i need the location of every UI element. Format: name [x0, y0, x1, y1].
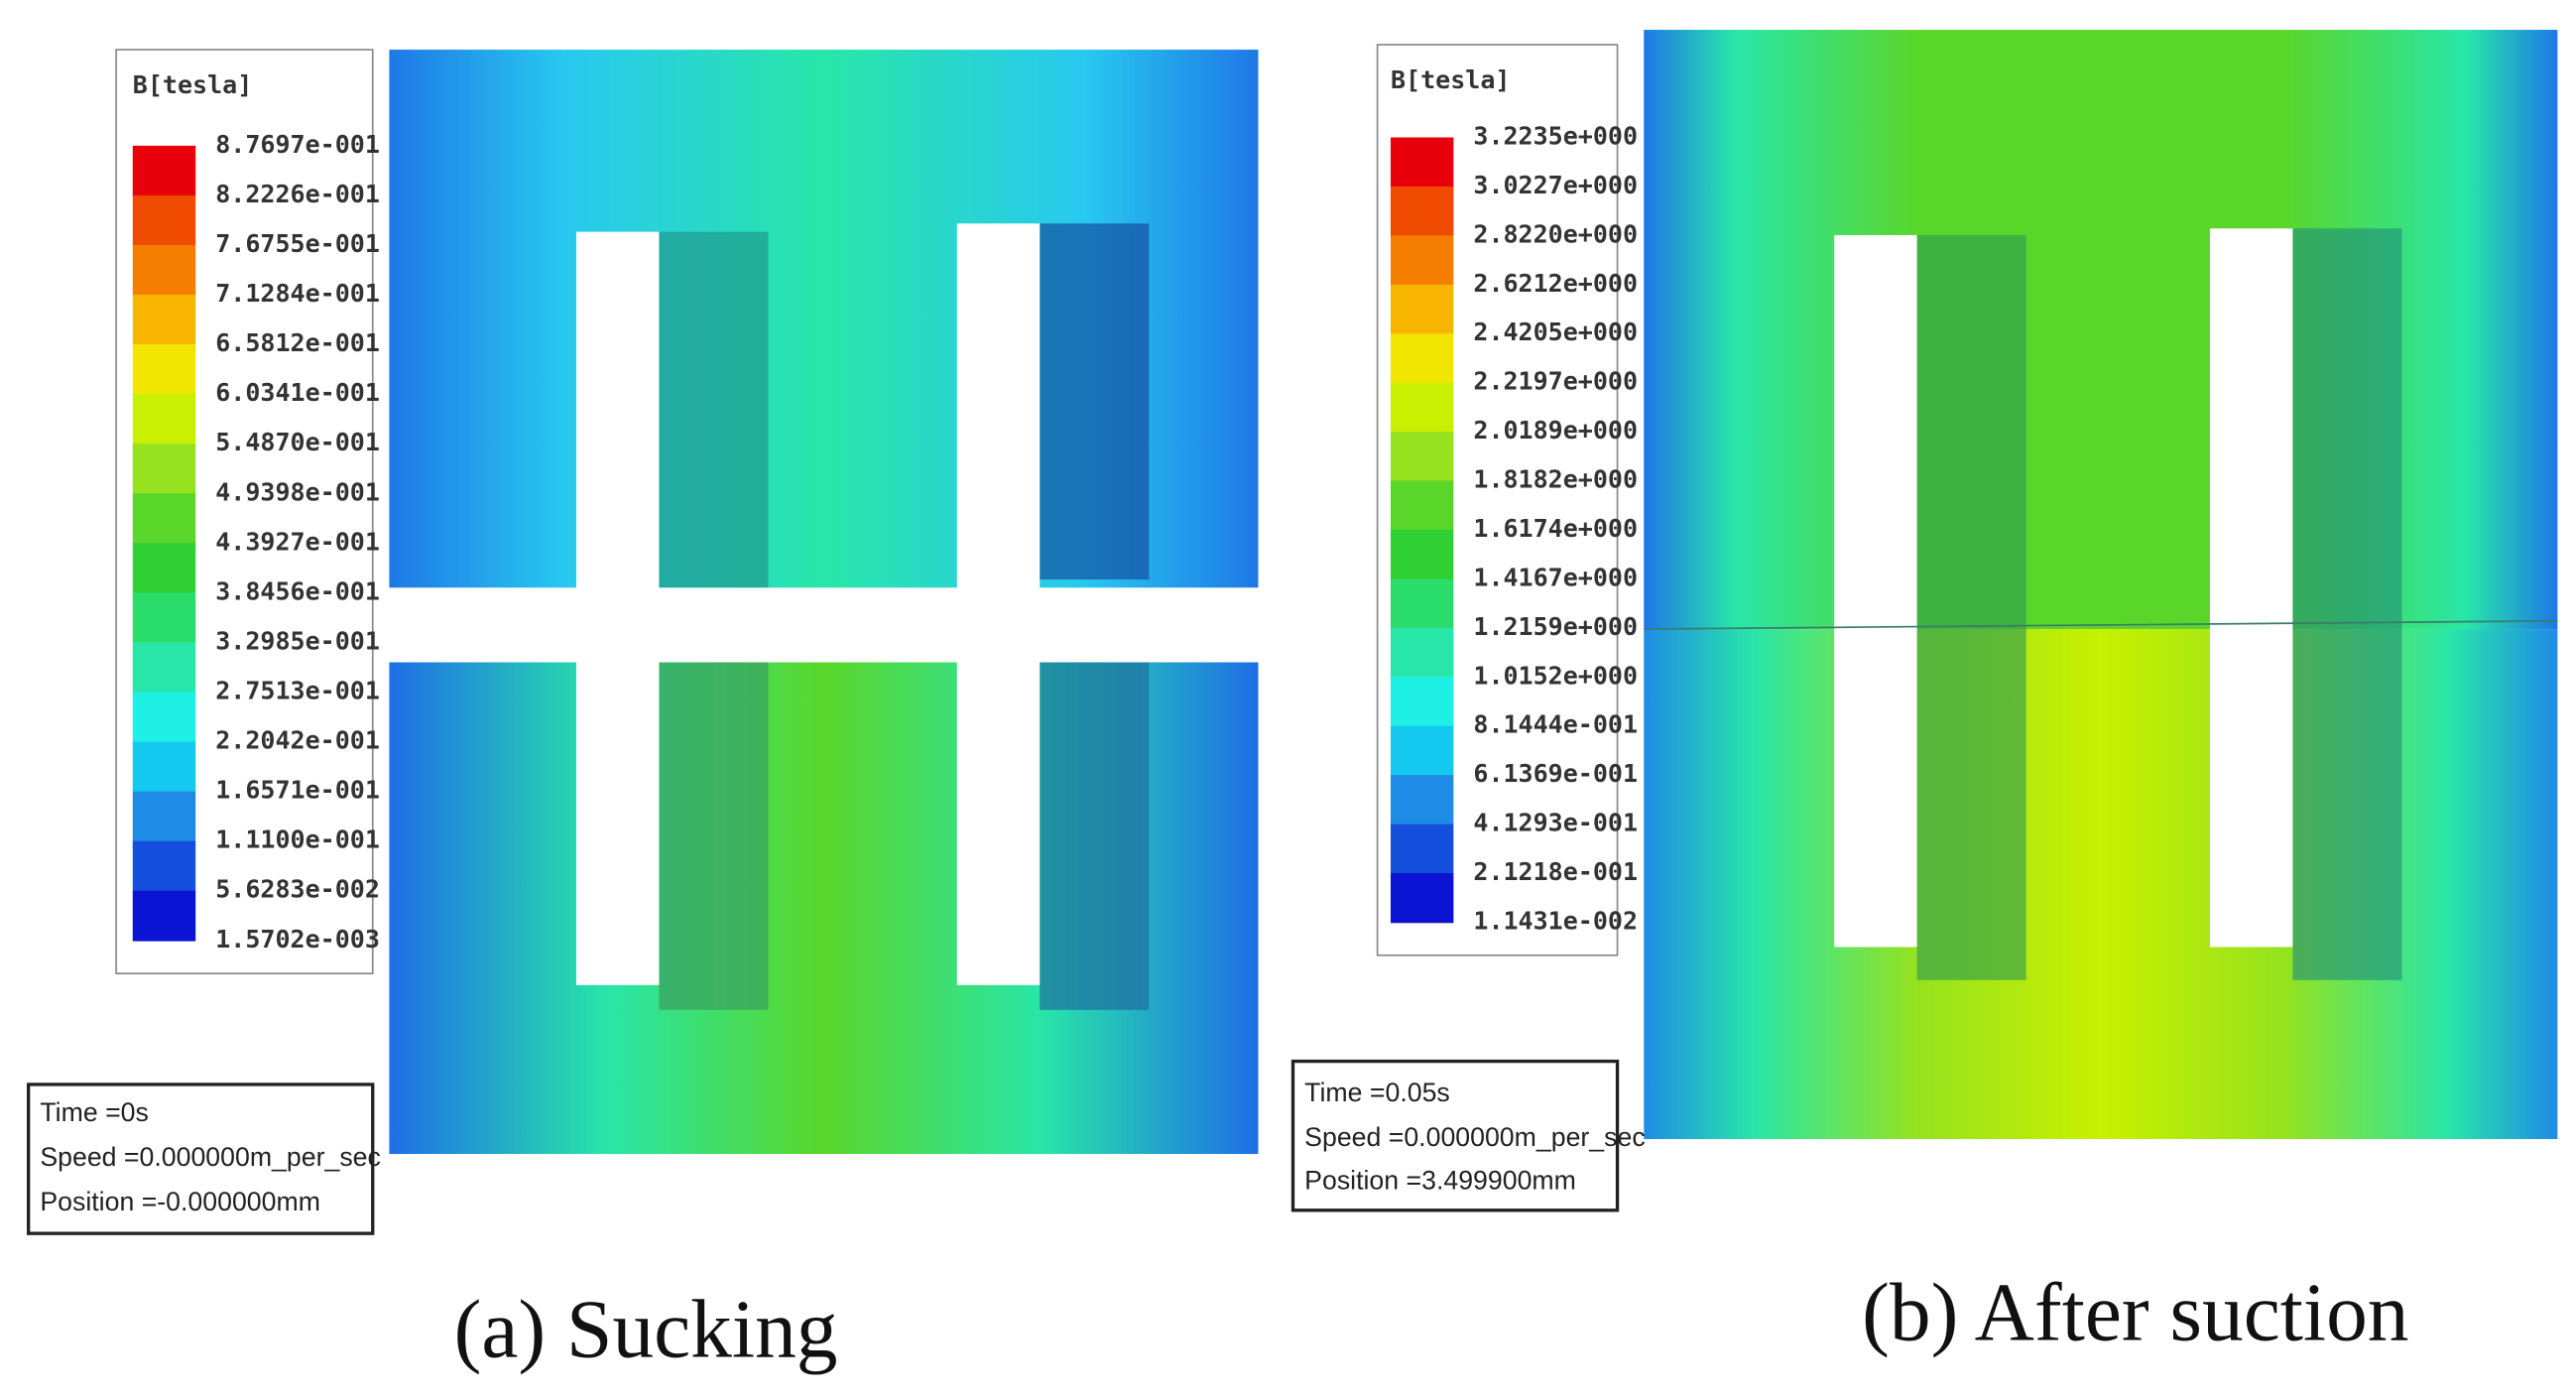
legend-label: 4.3927e-001 [215, 527, 380, 556]
legend-swatch [132, 145, 196, 196]
legend-swatch [1390, 627, 1454, 679]
legend-label: 3.0227e+000 [1473, 171, 1638, 199]
legend-swatch [132, 791, 196, 842]
legend-label: 1.4167e+000 [1473, 563, 1638, 591]
legend-swatch [1390, 725, 1454, 776]
legend-swatch [132, 592, 196, 644]
legend-label: 1.2159e+000 [1473, 612, 1638, 641]
legend-label: 1.8182e+000 [1473, 465, 1638, 494]
legend-label: 2.1218e-001 [1473, 857, 1638, 886]
legend-label: 2.0189e+000 [1473, 416, 1638, 445]
legend-label: 2.2042e-001 [215, 726, 380, 755]
legend-label: 2.4205e+000 [1473, 318, 1638, 346]
legend-label: 5.4870e-001 [215, 428, 380, 456]
legend-label: 2.2197e+000 [1473, 367, 1638, 396]
legend-label: 1.6174e+000 [1473, 514, 1638, 543]
legend-swatch [1390, 872, 1454, 924]
caption: (a) Sucking [454, 1284, 838, 1375]
legend-label: 1.0152e+000 [1473, 661, 1638, 690]
legend-label: 6.0341e-001 [215, 378, 380, 407]
info-time: Time =0s [40, 1097, 149, 1127]
legend-swatch [132, 642, 196, 694]
legend-swatch [1390, 677, 1454, 727]
legend-label: 1.5702e-003 [215, 925, 380, 954]
info-speed: Speed =0.000000m_per_sec [1304, 1122, 1646, 1152]
legend-label: 8.2226e-001 [215, 180, 380, 208]
legend-label: 8.1444e-001 [1473, 710, 1638, 739]
legend-swatch [1390, 235, 1454, 286]
legend-swatch [132, 493, 196, 545]
legend-label: 3.8456e-001 [215, 576, 380, 605]
legend-swatch [1390, 824, 1454, 874]
legend-label: 2.7513e-001 [215, 676, 380, 704]
legend-label: 4.9398e-001 [215, 477, 380, 506]
legend-swatch [1390, 775, 1454, 826]
legend-label: 6.5812e-001 [215, 328, 380, 357]
legend-swatch [132, 840, 196, 892]
legend-swatch [1390, 480, 1454, 531]
legend-label: 1.1100e-001 [215, 826, 380, 854]
legend-swatch [1390, 186, 1454, 237]
legend-swatch [1390, 333, 1454, 384]
field-plot-a [389, 50, 1259, 1155]
info-position: Position =-0.000000mm [40, 1187, 320, 1216]
legend-label: 1.6571e-001 [215, 776, 380, 805]
legend-swatch [132, 741, 196, 793]
legend-label: 7.1284e-001 [215, 279, 380, 308]
legend-label: 2.6212e+000 [1473, 269, 1638, 298]
legend-title: B[tesla] [133, 70, 253, 99]
legend-swatch [1390, 529, 1454, 580]
legend-swatch [132, 244, 196, 296]
legend-swatch [132, 194, 196, 246]
legend-swatch [1390, 137, 1454, 188]
legend-label: 8.7697e-001 [215, 130, 380, 159]
info-position: Position =3.499900mm [1304, 1165, 1576, 1195]
legend-swatch [132, 543, 196, 594]
info-box [1290, 1059, 1620, 1212]
legend-swatch [132, 692, 196, 743]
legend-swatch [132, 444, 196, 495]
legend-swatch [132, 394, 196, 445]
legend-swatch [1390, 284, 1454, 335]
legend-label: 3.2985e-001 [215, 626, 380, 655]
legend-swatch [1390, 432, 1454, 482]
info-time: Time =0.05s [1304, 1078, 1450, 1107]
field-plot-b [1644, 30, 2558, 1140]
legend-label: 7.6755e-001 [215, 229, 380, 258]
legend-swatch [132, 344, 196, 395]
legend-swatch [132, 890, 196, 942]
info-box [26, 1082, 375, 1235]
legend-label: 3.2235e+000 [1473, 121, 1638, 150]
legend-swatch [1390, 382, 1454, 433]
legend-swatch [1390, 578, 1454, 629]
legend-label: 6.1369e-001 [1473, 759, 1638, 788]
legend-swatch [132, 295, 196, 345]
caption: (b) After suction [1862, 1268, 2408, 1359]
legend-label: 5.6283e-002 [215, 875, 380, 904]
legend-label: 1.1431e-002 [1473, 906, 1638, 935]
legend-label: 2.8220e+000 [1473, 219, 1638, 248]
legend-label: 4.1293e-001 [1473, 809, 1638, 837]
info-speed: Speed =0.000000m_per_sec [40, 1142, 381, 1172]
legend-title: B[tesla] [1391, 65, 1511, 94]
